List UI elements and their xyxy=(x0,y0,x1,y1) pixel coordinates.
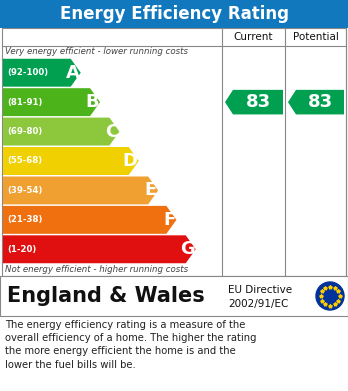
Text: A: A xyxy=(66,64,80,82)
Text: Very energy efficient - lower running costs: Very energy efficient - lower running co… xyxy=(5,47,188,57)
Bar xyxy=(2,28,346,276)
Text: E: E xyxy=(145,181,157,199)
Text: (55-68): (55-68) xyxy=(7,156,42,165)
Polygon shape xyxy=(3,235,196,263)
Text: EU Directive: EU Directive xyxy=(228,285,292,295)
Polygon shape xyxy=(3,206,176,234)
Text: The energy efficiency rating is a measure of the
overall efficiency of a home. T: The energy efficiency rating is a measur… xyxy=(5,320,256,369)
Text: D: D xyxy=(123,152,138,170)
Text: Potential: Potential xyxy=(293,32,339,42)
Text: (92-100): (92-100) xyxy=(7,68,48,77)
Polygon shape xyxy=(3,176,158,204)
Text: Current: Current xyxy=(234,32,273,42)
Polygon shape xyxy=(3,88,100,116)
Text: Not energy efficient - higher running costs: Not energy efficient - higher running co… xyxy=(5,265,188,274)
Text: 83: 83 xyxy=(307,93,333,111)
Text: F: F xyxy=(163,211,175,229)
Text: C: C xyxy=(105,122,118,141)
Text: (1-20): (1-20) xyxy=(7,245,36,254)
Text: 83: 83 xyxy=(245,93,270,111)
Bar xyxy=(0,276,348,316)
Circle shape xyxy=(316,282,344,310)
Text: (21-38): (21-38) xyxy=(7,215,42,224)
Polygon shape xyxy=(3,118,119,145)
Polygon shape xyxy=(288,90,344,115)
Text: (69-80): (69-80) xyxy=(7,127,42,136)
Bar xyxy=(0,0,348,28)
Polygon shape xyxy=(225,90,283,115)
Text: (81-91): (81-91) xyxy=(7,98,42,107)
Text: 2002/91/EC: 2002/91/EC xyxy=(228,299,288,309)
Text: England & Wales: England & Wales xyxy=(7,286,205,306)
Text: Energy Efficiency Rating: Energy Efficiency Rating xyxy=(60,5,288,23)
Text: G: G xyxy=(180,240,195,258)
Text: B: B xyxy=(86,93,99,111)
Polygon shape xyxy=(3,59,81,87)
Text: (39-54): (39-54) xyxy=(7,186,42,195)
Polygon shape xyxy=(3,147,139,175)
